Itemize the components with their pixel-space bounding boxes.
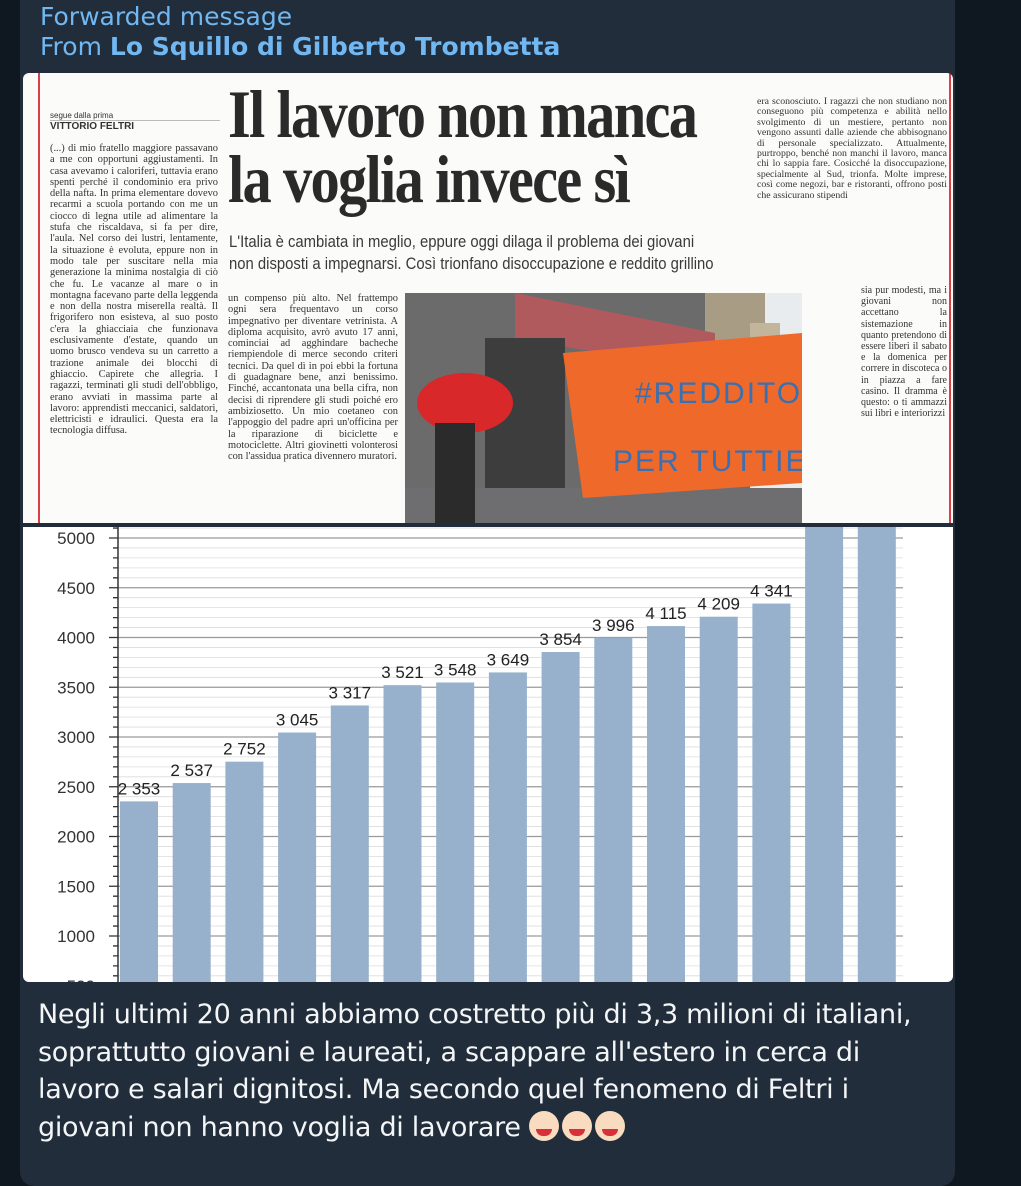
bar: [278, 732, 317, 982]
from-prefix: From: [40, 32, 102, 61]
bar-value-label: 4 115: [645, 604, 686, 623]
column-2: un compenso più alto. Nel frattempo ogni…: [228, 293, 398, 463]
clown-emoji-icon: [591, 1110, 629, 1141]
banner-text-2: PER TUTTIE!: [613, 445, 802, 478]
bar: [225, 761, 264, 982]
headline-line-1: Il lavoro non manca: [228, 76, 698, 152]
bar-chart: 5000 4500 4000 3500 3000 2500 2000 1500 1000 500 2…: [57, 527, 903, 982]
y-tick-label: 2000: [57, 828, 95, 847]
bar-chart-image[interactable]: 5000 4500 4000 3500 3000 2500 2000 1500 1000 500 2…: [23, 527, 953, 982]
bar-value-label: 3 521: [381, 663, 424, 682]
message-body: Negli ultimi 20 anni abbiamo costretto p…: [38, 999, 912, 1143]
bar: [857, 527, 896, 982]
y-tick-label: 5000: [57, 529, 95, 548]
y-tick-label: 500: [67, 977, 95, 982]
bar: [488, 672, 527, 982]
bar-value-label: 2 752: [223, 740, 266, 759]
bar: [436, 682, 475, 982]
kicker: segue dalla prima: [50, 111, 114, 120]
y-tick-label: 1500: [57, 877, 95, 896]
red-umbrella: [417, 373, 513, 433]
bar-value-label: 4 341: [750, 582, 793, 601]
bar: [594, 637, 633, 982]
bar: [330, 705, 369, 982]
y-tick-label: 1000: [57, 927, 95, 946]
bar-value-label: 3 996: [592, 616, 635, 635]
author: VITTORIO FELTRI: [50, 120, 220, 132]
column-3: era sconosciuto. I ragazzi che non studi…: [757, 97, 947, 201]
clown-emoji-icon: [558, 1110, 596, 1141]
bar-value-label: 3 854: [539, 630, 582, 649]
bar: [647, 626, 685, 982]
bar-value-label: 2 537: [170, 761, 213, 780]
y-tick-label: 3000: [57, 728, 95, 747]
bar-value-label: 3 317: [329, 683, 372, 702]
subtitle: L'Italia è cambiata in meglio, eppure og…: [229, 231, 714, 275]
bar: [120, 801, 158, 982]
y-tick-label: 3500: [57, 678, 95, 697]
bar: [172, 783, 211, 982]
y-tick-label: 2500: [57, 778, 95, 797]
bar-value-label: 3 045: [276, 711, 319, 730]
subtitle-line-1: L'Italia è cambiata in meglio, eppure og…: [229, 233, 695, 251]
message-text: Negli ultimi 20 anni abbiamo costretto p…: [38, 996, 938, 1146]
y-tick-label: 4000: [57, 629, 95, 648]
forwarded-label: Forwarded message: [40, 2, 293, 31]
red-rule-left: [38, 73, 40, 523]
bar: [752, 603, 791, 982]
red-rule-right: [949, 73, 951, 523]
subtitle-line-2: non disposti a impegnarsi. Così trionfan…: [229, 255, 714, 273]
newspaper-photo[interactable]: segue dalla prima VITTORIO FELTRI (...) …: [23, 73, 953, 523]
protest-photo: #REDDITO PER TUTTIE!: [405, 293, 802, 523]
y-tick-label: 4500: [57, 579, 95, 598]
column-4: sia pur modesti, ma i giovani non accett…: [861, 285, 947, 420]
column-1: (...) di mio fratello maggiore passavano…: [50, 143, 218, 437]
orange-banner: [563, 333, 802, 498]
bar: [805, 527, 844, 982]
forwarded-from[interactable]: From Lo Squillo di Gilberto Trombetta: [40, 32, 560, 62]
bar-value-label: 2 353: [118, 779, 161, 798]
bar: [383, 685, 422, 982]
banner-text-1: #REDDITO: [635, 377, 802, 410]
bar-value-label: 3 548: [434, 660, 477, 679]
bar-value-label: 4 209: [697, 595, 740, 614]
clown-emoji-icon: [525, 1110, 563, 1141]
forward-header: Forwarded message From Lo Squillo di Gil…: [40, 2, 560, 62]
bar: [699, 616, 738, 982]
bar: [541, 652, 580, 982]
bar-value-label: 3 649: [487, 650, 530, 669]
channel-name[interactable]: Lo Squillo di Gilberto Trombetta: [109, 32, 561, 61]
headline-line-2: la voglia invece sì: [228, 141, 631, 217]
